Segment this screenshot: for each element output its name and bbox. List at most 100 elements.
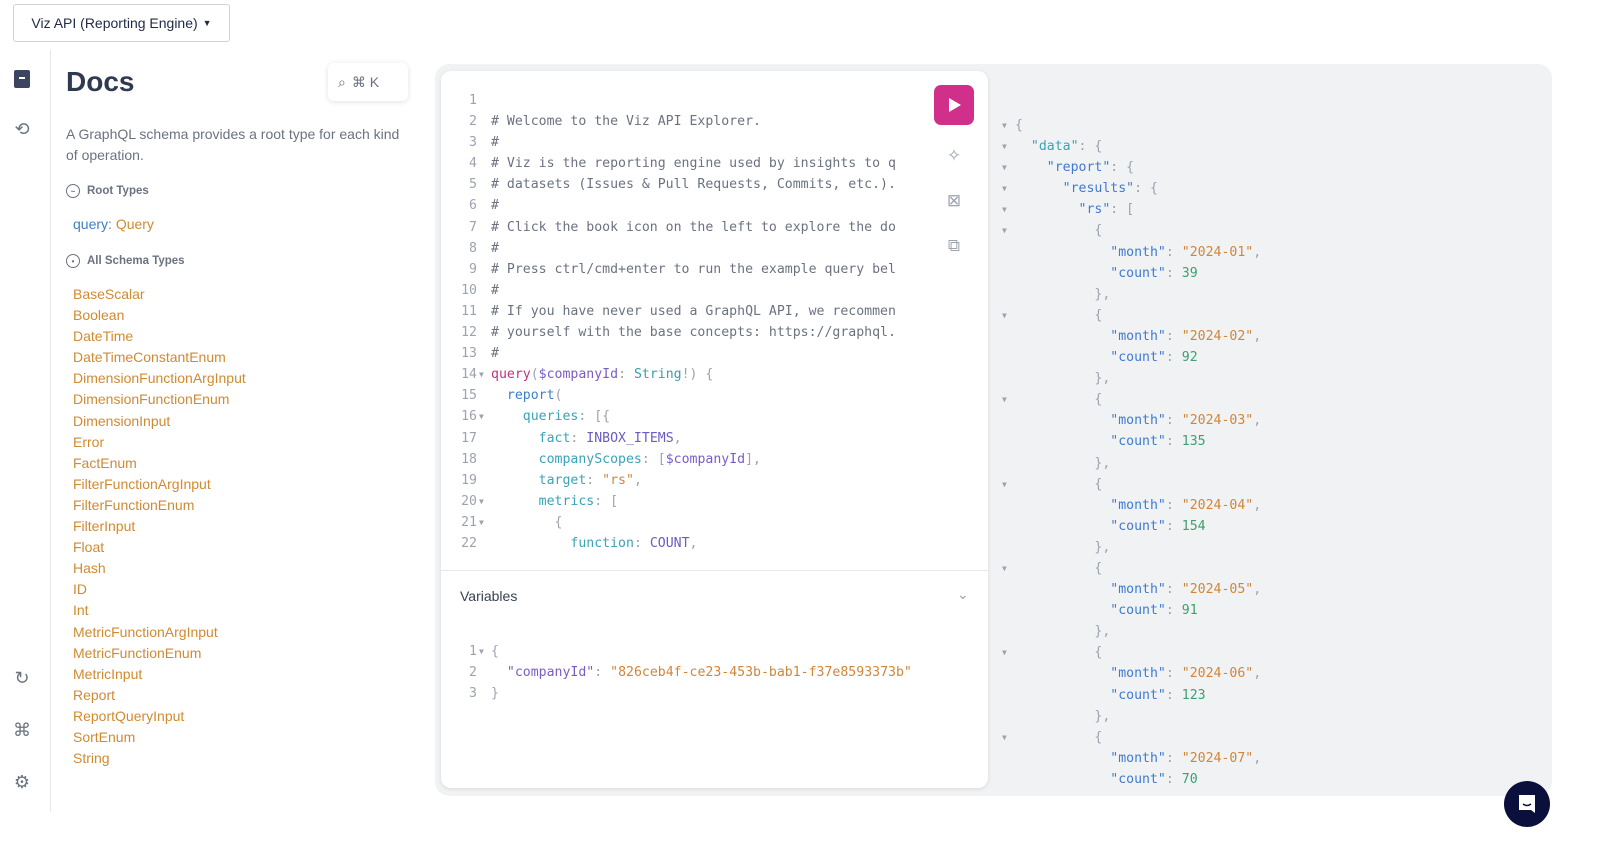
chat-button[interactable] [1504,781,1550,827]
code-token [491,409,523,424]
code-token [491,388,507,403]
schema-type-link[interactable]: DimensionFunctionEnum [73,391,230,408]
schema-type-link[interactable]: ReportQueryInput [73,707,185,724]
schema-type-link[interactable]: FilterFunctionEnum [73,496,195,513]
fold-arrow-icon[interactable]: ▼ [479,412,484,422]
code-line: 1 ▼ { [441,641,981,662]
code-line: ▼ { [1000,642,1540,663]
line-number: 3 [469,135,477,151]
code-line: ▼ "data": { [1000,136,1540,157]
code-token: "count" [1110,350,1166,366]
run-button[interactable] [934,85,974,125]
code-token: "count" [1110,518,1166,534]
caret-down-icon: ▼ [202,18,212,28]
code-token: # [491,282,499,298]
schema-type-link[interactable]: MetricFunctionArgInput [73,623,218,640]
fold-arrow-icon[interactable]: ▼ [1002,732,1007,742]
fold-arrow-icon[interactable]: ▼ [1002,184,1007,194]
schema-type-link[interactable]: DateTime [73,328,134,345]
schema-type-link[interactable]: FilterFunctionArgInput [73,475,211,492]
fold-arrow-icon[interactable]: ▼ [1002,395,1007,405]
fold-arrow-icon[interactable]: ▼ [1002,205,1007,215]
schema-type-link[interactable]: Int [73,602,89,619]
code-token: : { [1110,160,1135,176]
api-selector[interactable]: Viz API (Reporting Engine) ▼ [13,4,230,42]
settings-icon[interactable]: ⚙ [13,771,31,792]
fold-arrow-icon[interactable]: ▼ [1002,479,1007,489]
variables-tab[interactable]: Variables [460,588,518,604]
prettify-icon[interactable]: ✧ [946,146,962,165]
schema-type-link[interactable]: Report [73,686,116,703]
line-number: 11 [461,303,477,319]
query-editor[interactable]: 1 2 # Welcome to the Viz API Explorer. 3 #4 #… [441,90,926,554]
fold-arrow-icon[interactable]: ▼ [1002,163,1007,173]
code-token: "2024-01" [1181,244,1254,260]
root-query-type[interactable]: Query [115,216,154,232]
fold-arrow-icon[interactable]: ▼ [1002,563,1007,573]
chevron-down-icon[interactable]: ⌄ [957,586,969,602]
merge-fragments-icon[interactable]: ⊠ [946,191,962,210]
code-token: # [491,346,499,362]
code-token: : [1165,413,1182,429]
code-token: String [633,367,682,383]
docs-search-button[interactable]: ⌕ ⌘ K [328,63,408,101]
schema-type-link[interactable]: BaseScalar [73,286,145,302]
fold-arrow-icon[interactable]: ▼ [1002,648,1007,658]
copy-icon[interactable]: ⧉ [947,236,961,255]
fold-arrow-icon[interactable]: ▼ [1002,142,1007,152]
fold-arrow-icon[interactable]: ▼ [1002,310,1007,320]
schema-type-link[interactable]: Hash [73,560,106,577]
code-token: "results" [1062,181,1135,197]
code-token [1015,645,1094,660]
book-icon[interactable] [11,68,33,90]
schema-type-link[interactable]: FilterInput [73,518,136,535]
fold-arrow-icon[interactable]: ▼ [1002,226,1007,236]
code-token: : [ [1110,202,1135,218]
code-token: { [1015,118,1023,133]
fold-arrow-icon[interactable]: ▼ [479,496,484,506]
code-line: "month": "2024-07", [1000,748,1540,769]
code-token [1015,223,1094,238]
code-token: : [1165,603,1182,619]
line-number: 2 [469,114,477,130]
line-number: 20 [461,493,477,509]
fold-arrow-icon[interactable]: ▼ [1002,121,1007,130]
root-query-field[interactable]: query [73,216,109,232]
code-token: "2024-02" [1181,328,1254,344]
schema-type-link[interactable]: DateTimeConstantEnum [73,349,226,366]
code-token: { [554,514,563,530]
code-token: COUNT [649,535,690,551]
code-line: "count": 154 [1000,516,1540,537]
code-token: 70 [1181,771,1198,787]
code-token [491,431,539,446]
schema-type-link[interactable]: DimensionFunctionArgInput [73,370,246,387]
history-icon[interactable]: ⟲ [14,118,30,139]
schema-type-link[interactable]: MetricFunctionEnum [73,644,202,661]
code-token: , [1253,244,1262,260]
fold-arrow-icon[interactable]: ▼ [479,517,484,527]
schema-type-link[interactable]: DimensionInput [73,412,171,429]
code-token: "count" [1110,603,1166,619]
schema-type-link[interactable]: Boolean [73,307,125,324]
schema-type-link[interactable]: Float [73,539,105,556]
schema-type-link[interactable]: MetricInput [73,665,143,682]
shortcuts-icon[interactable]: ⌘ [13,719,31,740]
code-token [1015,392,1094,407]
refetch-icon[interactable]: ↻ [14,667,30,688]
code-token: : [1165,666,1182,682]
schema-type-link[interactable]: ID [73,581,87,598]
schema-type-link[interactable]: Error [73,433,105,450]
line-number: 6 [469,198,477,214]
variables-editor[interactable]: 1 ▼ {2 "companyId": "826ceb4f-ce23-453b-ba… [441,641,981,704]
play-icon [949,98,961,112]
code-token: : [1165,771,1182,787]
code-token: : [1165,582,1182,598]
schema-type-link[interactable]: SortEnum [73,728,136,745]
fold-arrow-icon[interactable]: ▼ [479,647,484,656]
fold-arrow-icon[interactable]: ▼ [479,370,484,380]
schema-type-link[interactable]: String [73,750,110,767]
line-number: 15 [461,388,477,404]
schema-type-link[interactable]: FactEnum [73,454,137,471]
query-editor-card [441,71,988,788]
line-number: 16 [461,409,477,425]
